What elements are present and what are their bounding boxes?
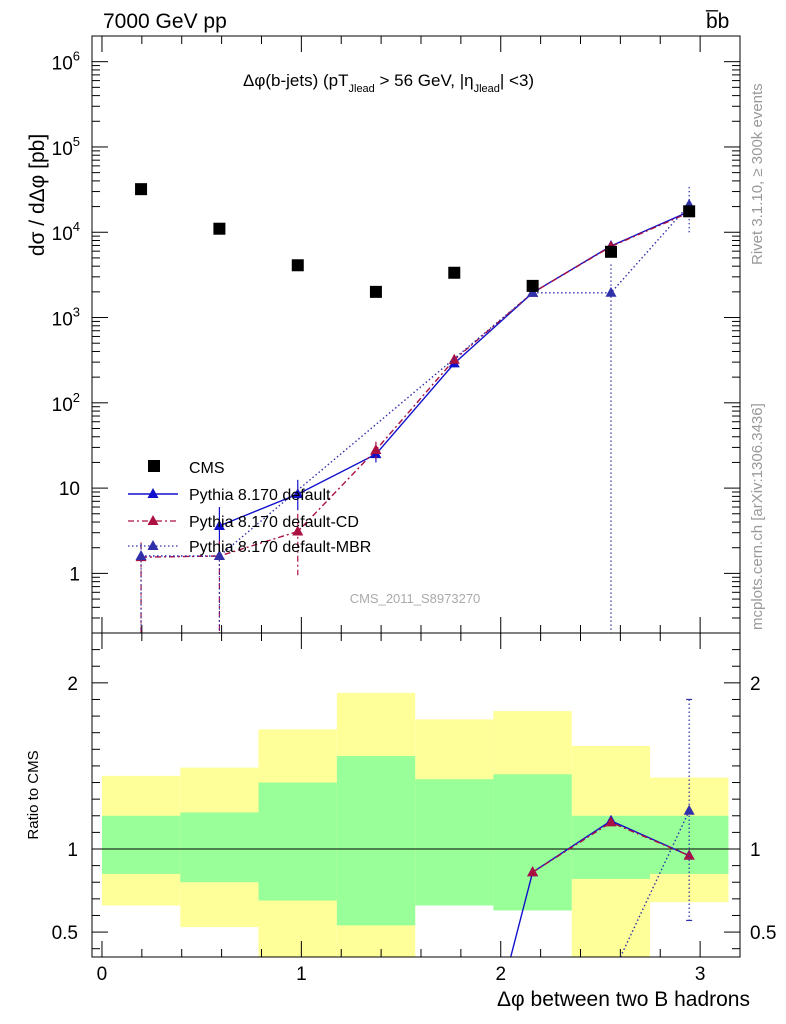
ratio-y-tick-label-right: 2 [750, 674, 761, 695]
series-line-1 [219, 210, 690, 527]
uncertainty-band-1sigma [493, 774, 572, 911]
legend-default-marker [147, 488, 159, 498]
series-marker-3 [135, 549, 147, 560]
cms-data-point [213, 222, 226, 235]
series-marker-2 [292, 525, 304, 536]
legend-cms-marker [148, 460, 160, 472]
y-tick-label: 102 [52, 390, 80, 416]
uncertainty-band-1sigma [336, 755, 416, 926]
y-tick-label: 10 [59, 479, 80, 500]
ratio-y-tick-label-right: 0.5 [750, 923, 776, 944]
legend: CMS Pythia 8.170 default Pythia 8.170 de… [128, 460, 371, 556]
cms-data-point [526, 279, 539, 292]
rivet-label: Rivet 3.1.10, ≥ 300k events [749, 83, 766, 265]
series-marker-1 [292, 488, 304, 499]
y-tick-label: 103 [52, 305, 80, 331]
ratio-series-marker-2 [683, 804, 695, 815]
cms-data-point [683, 205, 696, 218]
series-marker-2 [370, 443, 382, 454]
cms-data-point [135, 183, 148, 196]
x-tick-label: 0 [97, 964, 108, 985]
series-marker-3 [213, 549, 225, 560]
ratio-y-tick-label-left: 2 [67, 674, 78, 695]
ratio-series-line-1 [532, 821, 690, 873]
main-panel: 1 10 102 103 104 105 106 [52, 35, 740, 634]
cms-data-point [369, 285, 382, 298]
legend-mbr-label: Pythia 8.170 default-MBR [189, 539, 371, 556]
y-tick-label: 105 [52, 134, 80, 160]
uncertainty-band-1sigma [258, 782, 337, 901]
legend-cms-label: CMS [189, 460, 225, 477]
x-axis-label: Δφ between two B hadrons [497, 988, 750, 1011]
ratio-panel: 0.5 0.5 1 1 2 2 0 1 2 3 [52, 633, 776, 985]
legend-cd-marker [147, 515, 159, 525]
ratio-series-marker-1 [683, 849, 695, 860]
series-line-2 [140, 211, 690, 558]
y-tick-label: 104 [52, 219, 80, 245]
y-tick-label: 106 [52, 49, 80, 75]
cms-data-point [448, 266, 461, 279]
uncertainty-band-1sigma [101, 815, 181, 874]
series-line-3 [141, 204, 690, 557]
ratio-series-marker-1 [605, 816, 617, 827]
main-y-axis-label: dσ / dΔφ [pb] [26, 134, 49, 256]
y-tick-label: 1 [69, 564, 80, 585]
x-tick-label: 1 [296, 964, 307, 985]
ratio-y-axis-label: Ratio to CMS [25, 750, 42, 839]
ratio-y-tick-label-left: 0.5 [52, 923, 78, 944]
series-marker-1 [213, 519, 225, 530]
series-marker-3 [605, 286, 617, 297]
ratio-panel-frame [91, 632, 741, 958]
uncertainty-band-1sigma [415, 779, 494, 906]
cms-data-point [604, 245, 617, 258]
mcplots-label: mcplots.cern.ch [arXiv:1306.3436] [749, 403, 766, 630]
main-title: Δφ(b-jets) (pTJlead > 56 GeV, |ηJlead| <… [243, 71, 534, 95]
header-right: b̅b [705, 10, 729, 33]
ratio-y-tick-label-right: 1 [750, 840, 761, 861]
x-tick-label: 2 [495, 964, 506, 985]
uncertainty-band-1sigma [180, 812, 259, 883]
legend-mbr-marker [147, 540, 159, 550]
cms-data-point [291, 259, 304, 272]
ratio-series-line-2 [619, 810, 690, 958]
ratio-y-tick-label-left: 1 [67, 840, 78, 861]
analysis-watermark: CMS_2011_S8973270 [350, 591, 481, 606]
legend-default-label: Pythia 8.170 default [189, 487, 331, 504]
legend-cd-label: Pythia 8.170 default-CD [189, 514, 359, 531]
x-tick-label: 3 [695, 964, 706, 985]
header-left: 7000 GeV pp [103, 10, 227, 33]
ratio-series-marker-1 [527, 866, 539, 877]
